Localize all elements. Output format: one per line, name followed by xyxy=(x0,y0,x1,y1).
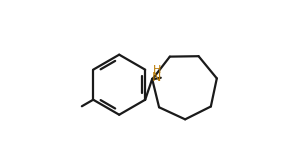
Text: H: H xyxy=(153,65,161,75)
Text: N: N xyxy=(152,71,162,83)
